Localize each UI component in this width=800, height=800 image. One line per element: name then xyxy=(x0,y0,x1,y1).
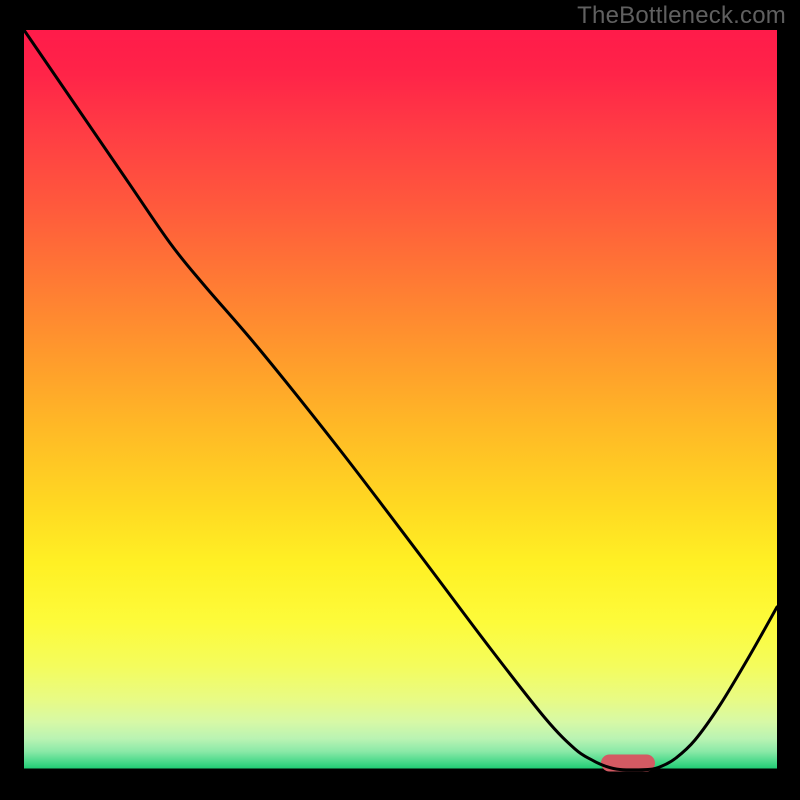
watermark-text: TheBottleneck.com xyxy=(577,2,786,30)
plot-area xyxy=(24,30,777,770)
chart-svg xyxy=(0,0,800,800)
chart-stage: TheBottleneck.com xyxy=(0,0,800,800)
